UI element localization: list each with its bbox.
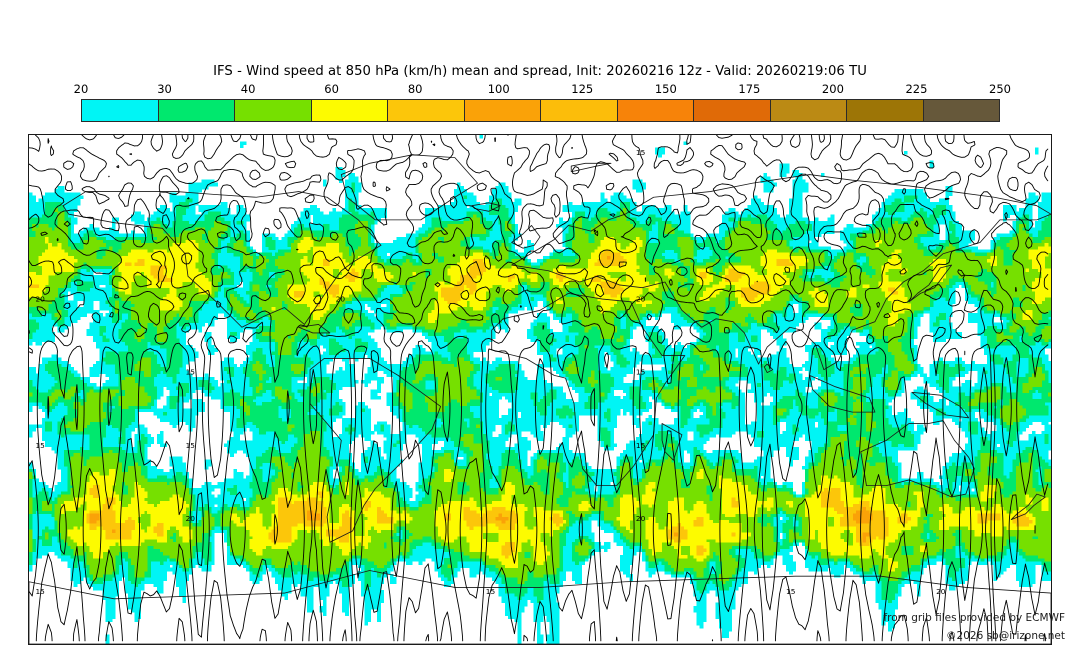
colorbar-tick: 175 (738, 82, 761, 96)
coastline (309, 357, 442, 543)
map-canvas: 15 15 15 15 15 15 15 15 15 20 20 20 20 20 20 (29, 135, 1051, 644)
contour-label: 20 (186, 514, 196, 523)
grib-source-credit: from grib files provided by ECMWF (883, 612, 1065, 624)
colorbar-band (388, 100, 465, 121)
coastline (511, 225, 541, 249)
coastline (1010, 493, 1046, 521)
contour-label: 20 (35, 294, 45, 303)
colorbar-band (770, 100, 847, 121)
colorbar-band (541, 100, 618, 121)
coastline (340, 154, 478, 221)
contour-label: 15 (35, 587, 45, 596)
svg-text:20: 20 (936, 587, 946, 596)
colorbar-band (694, 100, 771, 121)
colorbar-tick: 20 (73, 82, 89, 96)
colorbar-band (617, 100, 694, 121)
colorbar-band (82, 100, 159, 121)
coastline (298, 324, 331, 334)
svg-text:15: 15 (35, 587, 45, 596)
colorbar-tick: 200 (821, 82, 844, 96)
svg-text:20: 20 (636, 514, 646, 523)
colorbar: 20 30 40 60 80 100 125 150 175 200 225 250 (74, 82, 1011, 122)
contour-label: 15 (636, 368, 646, 377)
colorbar-tick: 80 (407, 82, 423, 96)
colorbar-band (311, 100, 388, 121)
page-title: IFS - Wind speed at 850 hPa (km/h) mean … (213, 64, 867, 79)
svg-text:15: 15 (186, 441, 196, 450)
colorbar-tick: 60 (324, 82, 339, 96)
map-plot-area[interactable]: 15 15 15 15 15 15 15 15 15 20 20 20 20 20 20 (28, 134, 1052, 645)
coastline (29, 570, 1051, 644)
contour-label: 15 (786, 587, 796, 596)
spread-contour (29, 135, 1049, 642)
contour-label: 20 (936, 587, 946, 596)
contour-label: 15 (186, 441, 196, 450)
coastline (491, 292, 686, 487)
spread-contour (29, 135, 1049, 642)
contour-label: 15 (186, 368, 196, 377)
colorbar-tick: 100 (487, 82, 510, 96)
contour-label: 15 (636, 441, 646, 450)
colorbar-tick: 150 (654, 82, 677, 96)
svg-text:20: 20 (336, 294, 346, 303)
svg-text:15: 15 (186, 368, 196, 377)
contour-label: 20 (636, 294, 646, 303)
svg-text:15: 15 (636, 148, 646, 157)
coastline (763, 363, 774, 373)
svg-text:15: 15 (636, 441, 646, 450)
svg-text:20: 20 (186, 514, 196, 523)
svg-text:15: 15 (35, 441, 45, 450)
contour-label: 15 (636, 148, 646, 157)
contour-label: 15 (486, 587, 496, 596)
spread-contour (29, 195, 1049, 610)
svg-text:20: 20 (35, 294, 45, 303)
colorbar-band (464, 100, 541, 121)
svg-text:15: 15 (486, 587, 496, 596)
coastline (809, 374, 876, 413)
svg-text:15: 15 (786, 587, 796, 596)
colorbar-tick: 30 (157, 82, 172, 96)
colorbar-band (923, 100, 999, 121)
colorbar-band (847, 100, 924, 121)
colorbar-bands (81, 99, 1000, 122)
colorbar-tick-labels: 20 30 40 60 80 100 125 150 175 200 225 250 (74, 82, 1011, 98)
coastline (511, 174, 1051, 371)
colorbar-tick: 250 (989, 82, 1011, 96)
coastline (570, 162, 612, 173)
colorbar-tick: 125 (571, 82, 594, 96)
coastline (860, 420, 975, 498)
contour-label: 20 (336, 294, 346, 303)
svg-text:15: 15 (636, 368, 646, 377)
wind-speed-band (29, 249, 1033, 559)
wind-speed-band (29, 208, 1051, 585)
contour-label: 15 (35, 441, 45, 450)
coastline (911, 391, 970, 419)
copyright-credit: ©2026 sb@irizone.net (946, 630, 1065, 642)
svg-text:20: 20 (636, 294, 646, 303)
colorbar-tick: 40 (240, 82, 256, 96)
colorbar-tick: 225 (905, 82, 928, 96)
colorbar-band (158, 100, 235, 121)
spread-contour (44, 135, 989, 642)
contour-label: 20 (636, 514, 646, 523)
colorbar-band (235, 100, 312, 121)
